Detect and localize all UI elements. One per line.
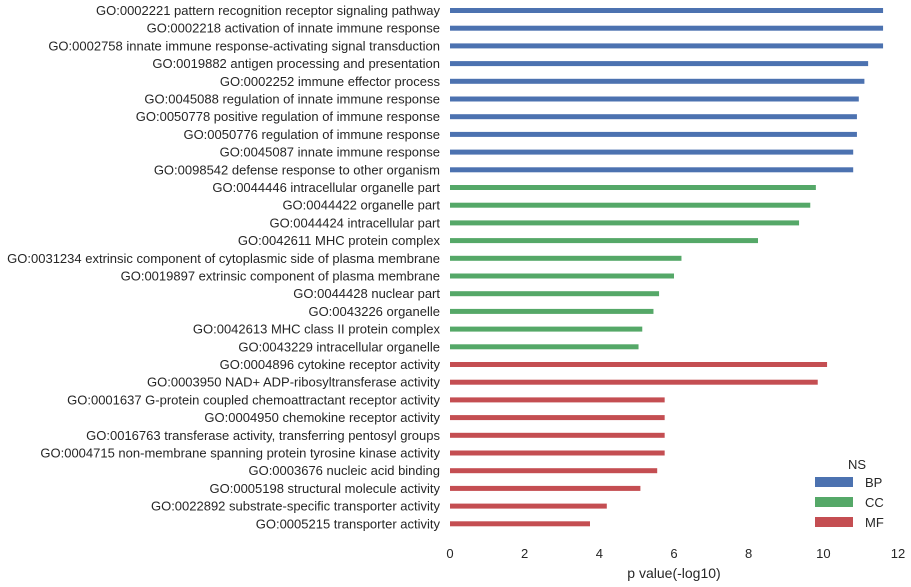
category-label: GO:0001637 G-protein coupled chemoattrac… [67, 392, 440, 407]
legend-entries: BP CC MF [815, 475, 884, 530]
bar-cc [450, 238, 758, 244]
legend-swatch-cc [815, 497, 853, 507]
legend-swatch-bp [815, 477, 853, 487]
category-label: GO:0002252 immune effector process [220, 74, 441, 89]
bar-mf [450, 503, 607, 509]
x-axis-label: p value(-log10) [627, 565, 720, 581]
category-label: GO:0019897 extrinsic component of plasma… [121, 269, 440, 284]
category-label: GO:0043229 intracellular organelle [238, 339, 440, 354]
category-label: GO:0044446 intracellular organelle part [212, 180, 440, 195]
bar-bp [450, 149, 854, 155]
bars [450, 8, 884, 527]
x-tick-label: 10 [816, 546, 830, 561]
bar-mf [450, 397, 665, 403]
x-tick-label: 0 [446, 546, 453, 561]
legend-label-mf: MF [865, 515, 884, 530]
bar-bp [450, 78, 865, 84]
bar-bp [450, 25, 884, 31]
x-tick-label: 12 [891, 546, 905, 561]
category-label: GO:0002218 activation of innate immune r… [147, 21, 440, 36]
category-label: GO:0031234 extrinsic component of cytopl… [7, 251, 440, 266]
bar-bp [450, 61, 869, 67]
bar-mf [450, 379, 818, 385]
category-label: GO:0005198 structural molecule activity [210, 481, 441, 496]
bar-bp [450, 96, 859, 102]
legend-title: NS [848, 457, 866, 472]
category-label: GO:0005215 transporter activity [256, 516, 441, 531]
bar-cc [450, 185, 816, 190]
bar-bp [450, 8, 884, 13]
bar-cc [450, 308, 654, 314]
category-label: GO:0004896 cytokine receptor activity [220, 357, 441, 372]
bar-mf [450, 521, 590, 527]
bar-bp [450, 43, 884, 49]
legend-label-bp: BP [865, 475, 882, 490]
bar-bp [450, 114, 857, 120]
category-label: GO:0002758 innate immune response-activa… [48, 38, 440, 53]
category-label: GO:0003950 NAD+ ADP-ribosyltransferase a… [147, 375, 440, 390]
category-label: GO:0045088 regulation of innate immune r… [144, 92, 440, 107]
category-label: GO:0043226 organelle [308, 304, 440, 319]
bar-bp [450, 167, 854, 173]
bar-mf [450, 415, 665, 421]
legend: NS BP CC MF [815, 457, 884, 530]
bar-cc [450, 255, 682, 261]
bar-cc [450, 326, 643, 332]
legend-swatch-mf [815, 517, 853, 527]
legend-label-cc: CC [865, 495, 884, 510]
category-label: GO:0098542 defense response to other org… [154, 162, 440, 177]
category-label: GO:0019882 antigen processing and presen… [152, 56, 440, 71]
x-axis-ticks: 0 2 4 6 8 10 12 [446, 546, 905, 561]
bar-mf [450, 450, 665, 456]
category-label: GO:0044424 intracellular part [269, 215, 440, 230]
category-label: GO:0022892 substrate-specific transporte… [151, 499, 441, 514]
category-label: GO:0050778 positive regulation of immune… [136, 109, 440, 124]
category-label: GO:0045087 innate immune response [220, 145, 440, 160]
category-label: GO:0044428 nuclear part [293, 286, 440, 301]
category-label: GO:0042613 MHC class II protein complex [193, 322, 441, 337]
bar-mf [450, 468, 658, 474]
bar-cc [450, 220, 800, 226]
bar-cc [450, 344, 639, 350]
bar-cc [450, 273, 674, 279]
category-labels: GO:0002221 pattern recognition receptor … [7, 3, 440, 531]
x-tick-label: 8 [745, 546, 752, 561]
category-label: GO:0003676 nucleic acid binding [248, 463, 440, 478]
bar-mf [450, 432, 665, 438]
x-tick-label: 2 [521, 546, 528, 561]
category-label: GO:0002221 pattern recognition receptor … [96, 3, 440, 18]
category-label: GO:0004950 chemokine receptor activity [204, 410, 440, 425]
category-label: GO:0044422 organelle part [282, 198, 440, 213]
category-label: GO:0050776 regulation of immune response [183, 127, 440, 142]
bar-cc [450, 202, 811, 208]
category-label: GO:0016763 transferase activity, transfe… [86, 428, 440, 443]
bar-bp [450, 131, 857, 137]
x-tick-label: 4 [596, 546, 603, 561]
bar-cc [450, 291, 660, 297]
category-label: GO:0042611 MHC protein complex [238, 233, 441, 248]
x-tick-label: 6 [670, 546, 677, 561]
bar-mf [450, 362, 828, 367]
bar-mf [450, 485, 641, 491]
category-label: GO:0004715 non-membrane spanning protein… [40, 446, 440, 461]
